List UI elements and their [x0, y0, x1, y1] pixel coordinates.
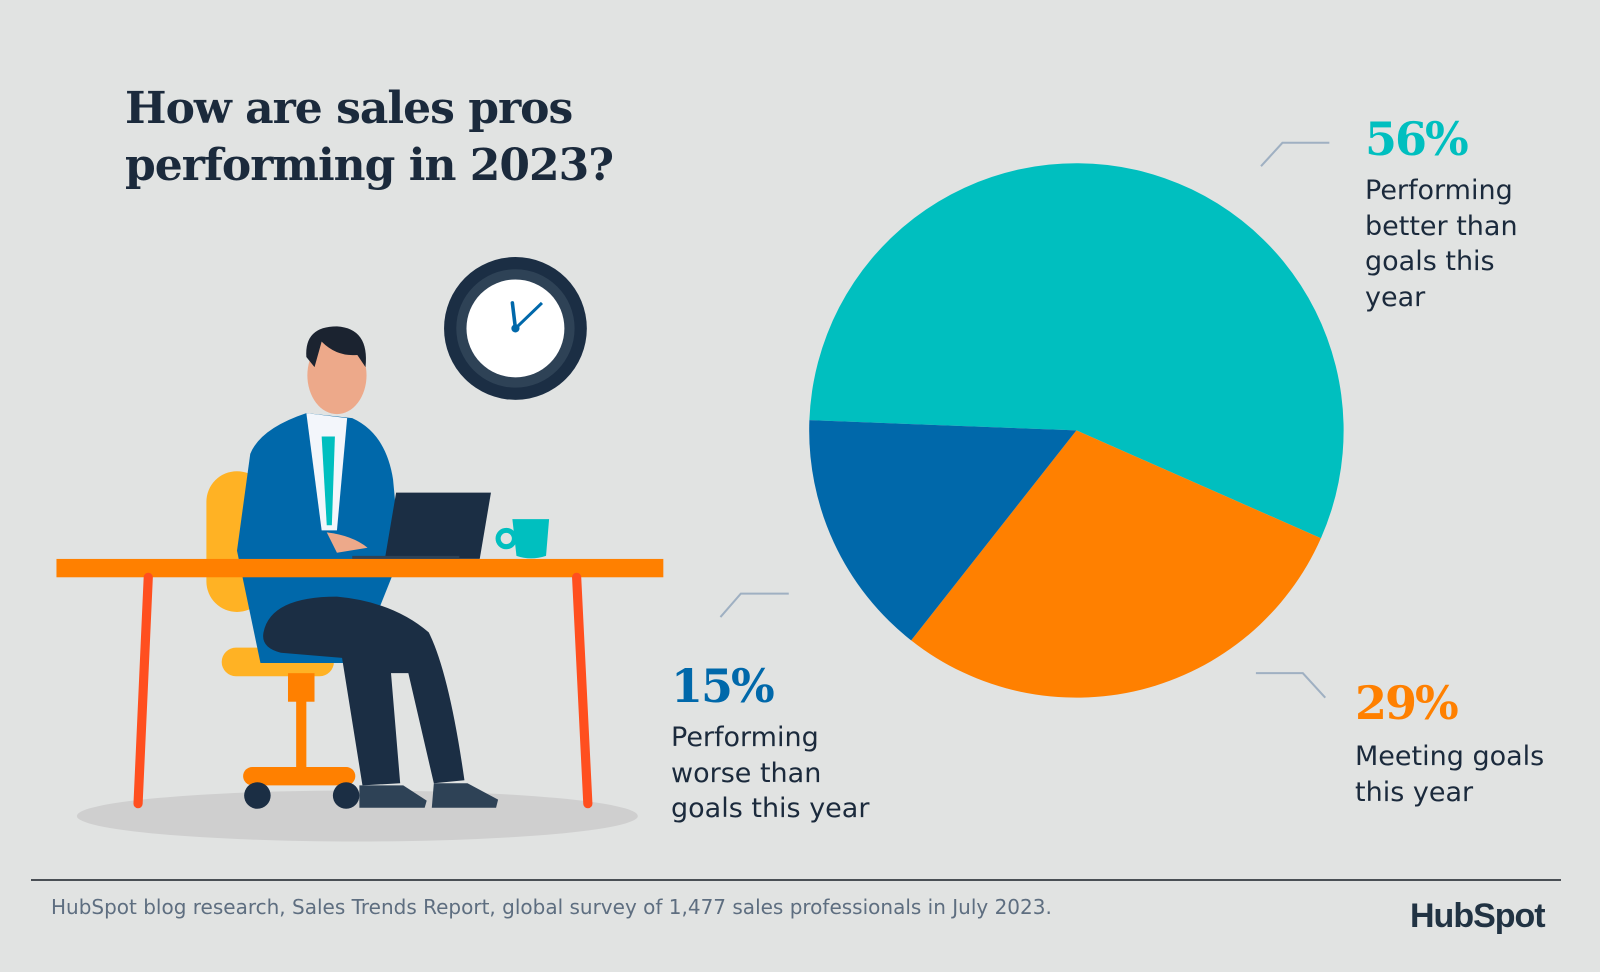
pie-slice-56	[809, 163, 1344, 539]
label-text: better than	[1365, 210, 1518, 242]
pie-slice-15	[809, 420, 1077, 641]
hubspot-logo: HubSpot	[1410, 897, 1546, 935]
label-text: year	[1365, 281, 1426, 313]
data-label-29: 29%	[1355, 676, 1459, 730]
office-illustration	[56, 257, 664, 842]
title-line-1: How are sales pros	[125, 83, 573, 134]
title-line-2: performing in 2023?	[125, 140, 614, 191]
label-better: 56% Performing better than goals this ye…	[1365, 113, 1518, 315]
page-title: How are sales pros performing in 2023?	[125, 80, 614, 194]
coffee-mug	[495, 519, 550, 559]
floor-shadow	[76, 790, 638, 842]
source-note: HubSpot blog research, Sales Trends Repo…	[51, 895, 1052, 919]
desk	[56, 558, 664, 809]
label-worse: 15% Performing worse than goals this yea…	[671, 660, 869, 827]
label-text: Performing	[671, 722, 819, 753]
label-text: goals this year	[671, 793, 870, 824]
label-text: goals this	[1365, 246, 1495, 277]
person	[236, 326, 499, 808]
leader-line-56	[1260, 141, 1330, 167]
label-text: Meeting goals	[1355, 741, 1545, 772]
leader-line-29	[1255, 672, 1327, 699]
data-label-15: 15%	[671, 659, 775, 713]
data-label-56: 56%	[1365, 112, 1469, 166]
pie-slice-29	[911, 430, 1321, 698]
label-meeting: 29% Meeting goals this year	[1355, 677, 1544, 810]
pie-chart	[809, 163, 1344, 698]
label-text: this year	[1355, 776, 1474, 808]
label-text: worse than	[671, 757, 822, 789]
label-text: Performing	[1365, 175, 1513, 206]
laptop	[352, 492, 491, 561]
footer-divider	[31, 879, 1561, 881]
clock-icon	[444, 257, 587, 400]
leader-line-15	[719, 592, 789, 618]
